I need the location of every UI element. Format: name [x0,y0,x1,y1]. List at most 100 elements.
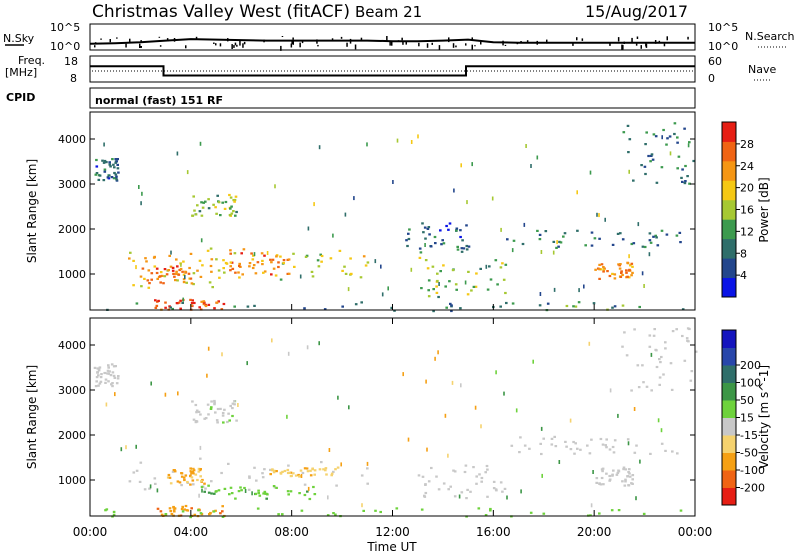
heatmap-cell [215,301,219,304]
heatmap-cell [177,301,181,304]
heatmap-cell [182,273,186,276]
heatmap-cell [209,407,213,410]
heatmap-cell [96,371,99,374]
heatmap-cell [532,359,534,364]
heatmap-cell [251,491,253,496]
power-panel-frame [89,111,696,311]
heatmap-cell [253,304,256,307]
heatmap-cell [437,295,440,299]
heatmap-cell [557,245,560,248]
heatmap-cell [602,266,605,269]
heatmap-cell [287,493,290,496]
heatmap-cell [489,278,493,281]
heatmap-cell [611,243,615,246]
heatmap-cell [223,487,227,490]
noise-spike [166,38,169,42]
noise-spike [576,37,578,41]
heatmap-cell [633,407,636,411]
heatmap-cell [448,222,452,225]
noise-spike [516,43,519,45]
x-tick-label: 04:00 [174,525,209,539]
heatmap-cell [114,392,116,397]
heatmap-cell [641,271,644,276]
heatmap-cell [181,301,184,304]
x-tick-label: 08:00 [274,525,309,539]
heatmap-cell [542,512,546,515]
heatmap-cell [230,492,234,495]
freq-right-tick-bottom: 0 [708,72,715,85]
heatmap-cell [387,286,389,291]
heatmap-cell [168,476,172,479]
heatmap-cell [298,492,301,495]
heatmap-cell [366,142,368,147]
heatmap-cell [168,507,172,510]
heatmap-cell [213,401,216,404]
heatmap-cell [179,299,182,302]
heatmap-cell [615,473,619,476]
heatmap-cell [98,366,102,369]
heatmap-cell [169,482,173,485]
heatmap-cell [626,438,630,441]
heatmap-cell [590,244,594,247]
heatmap-cell [207,346,210,351]
heatmap-cell [449,485,452,488]
heatmap-cell [201,488,203,493]
heatmap-cell [189,483,192,486]
noise-spike [581,38,584,41]
heatmap-cell [470,289,473,292]
velocity-heatmap [93,327,698,519]
heatmap-cell [240,252,243,255]
heatmap-cell [175,258,178,261]
heatmap-cell [658,358,661,361]
heatmap-cell [197,509,200,512]
heatmap-cell [601,470,604,473]
heatmap-cell [140,201,142,206]
heatmap-cell [106,372,109,375]
heatmap-cell [310,270,314,273]
heatmap-cell [637,386,641,389]
heatmap-cell [215,212,218,215]
heatmap-cell [294,474,298,477]
heatmap-cell [300,474,303,478]
x-axis: 00:00 04:00 08:00 12:00 16:00 20:00 00:00 [73,304,712,539]
heatmap-cell [659,361,662,364]
freq-series-line [90,65,695,77]
heatmap-cell [686,175,689,178]
noise-spike [195,36,198,39]
velocity-panel-frame [89,317,696,517]
heatmap-cell [602,270,605,273]
heatmap-cell [204,304,208,308]
heatmap-cell [207,207,211,210]
heatmap-cell [361,503,363,508]
heatmap-cell [664,341,667,344]
heatmap-cell [197,410,201,413]
heatmap-cell [193,209,196,212]
heatmap-cell [222,259,225,262]
heatmap-cell [171,266,175,269]
heatmap-cell [348,405,350,410]
noise-spike [281,36,284,37]
noise-spike [526,40,529,42]
heatmap-cell [234,497,237,500]
heatmap-cell [238,262,241,265]
heatmap-cell [313,202,315,207]
heatmap-cell [630,389,633,392]
heatmap-cell [199,413,202,416]
heatmap-cell [341,269,344,272]
heatmap-cell [664,449,667,452]
heatmap-cell [536,229,539,232]
heatmap-cell [189,252,193,255]
heatmap-cell [504,263,508,266]
noise-spike [654,40,657,44]
heatmap-cell [272,471,276,474]
heatmap-cell [536,155,539,160]
heatmap-cell [641,245,645,248]
noise-spike [227,38,229,42]
heatmap-cell [251,266,255,270]
heatmap-cell [431,265,435,268]
heatmap-cell [210,258,214,261]
heatmap-cell [426,227,430,230]
heatmap-cell [148,487,151,490]
heatmap-cell [223,408,226,411]
heatmap-cell [444,285,447,288]
